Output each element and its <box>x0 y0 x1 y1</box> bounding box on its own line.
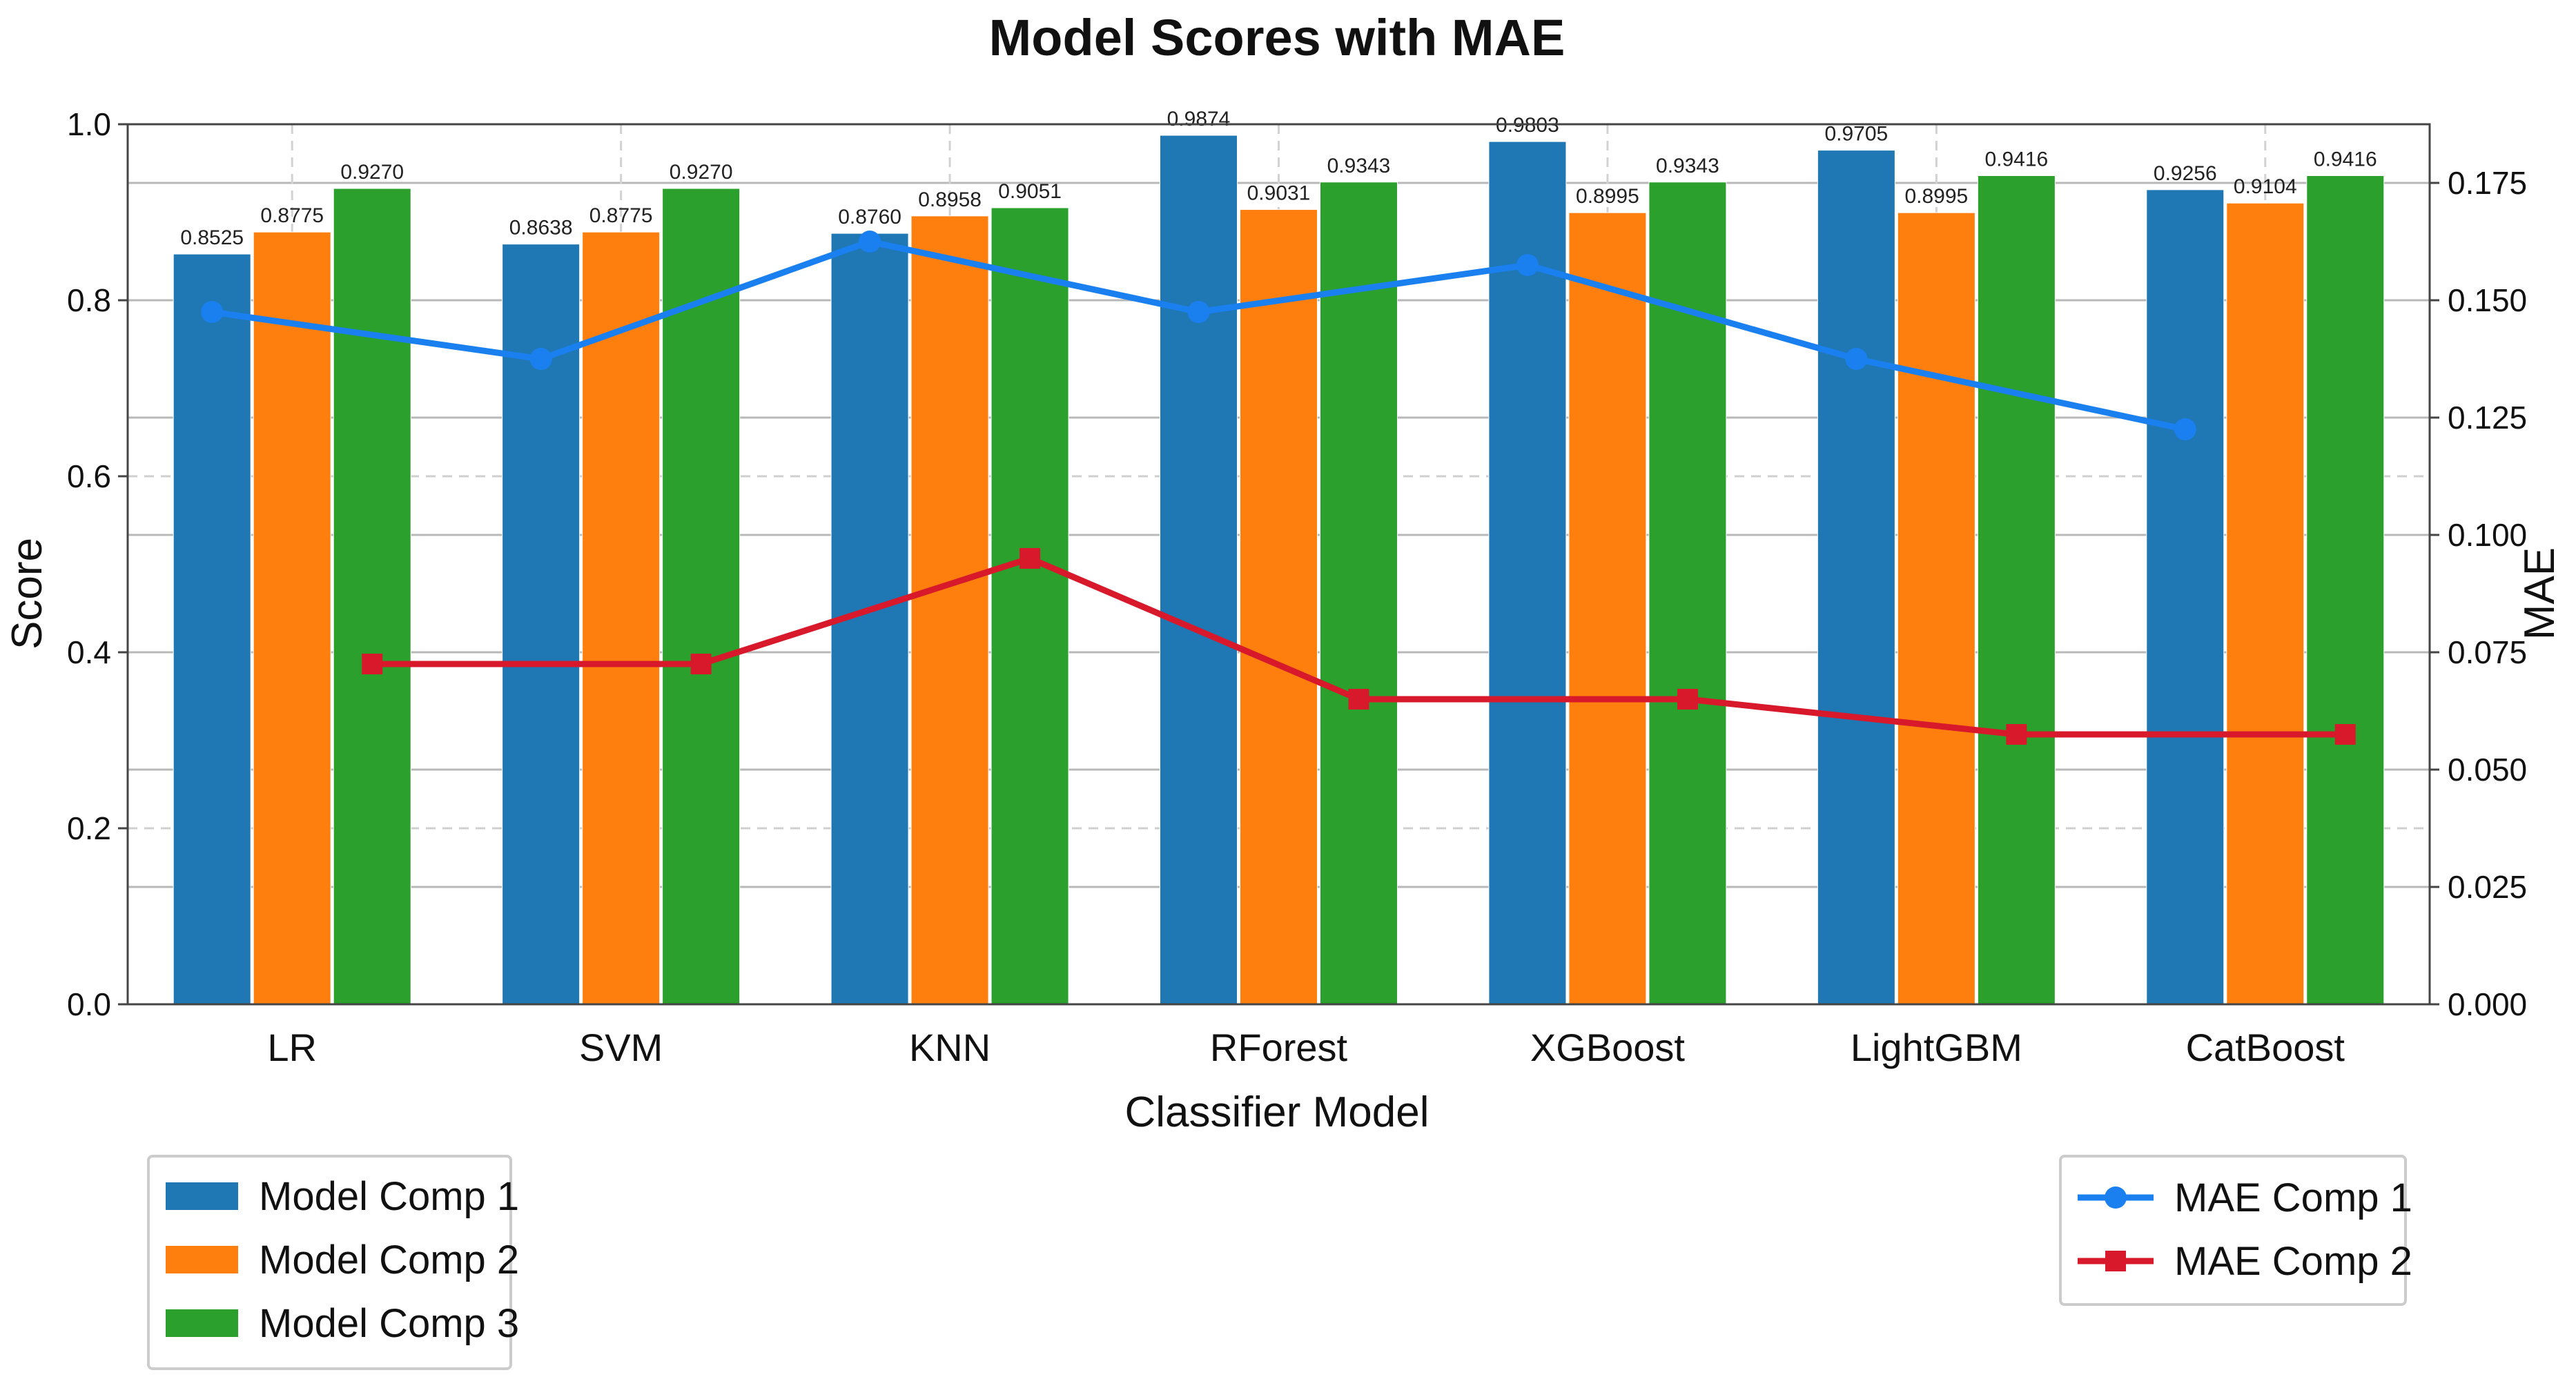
legend-bar-label: Model Comp 2 <box>259 1238 519 1282</box>
bar-value-label: 0.9104 <box>2234 175 2297 198</box>
bar <box>1568 212 1647 1005</box>
y2-tick-label: 0.150 <box>2448 282 2527 318</box>
y2-axis-label: MAE <box>2516 547 2564 640</box>
y-tick-label: 0.2 <box>67 810 111 846</box>
bar-value-label: 0.9416 <box>1984 148 2048 170</box>
chart-title: Model Scores with MAE <box>989 9 1565 66</box>
legend-line-label: MAE Comp 2 <box>2174 1239 2412 1284</box>
y2-tick-label: 0.025 <box>2448 869 2527 905</box>
x-tick-label: LR <box>267 1026 317 1069</box>
mae-point <box>2174 418 2196 440</box>
legend-lines-frame <box>2059 1155 2407 1306</box>
y-tick-label: 0.4 <box>67 634 111 670</box>
bar-value-label: 0.9270 <box>340 161 404 184</box>
bar-value-label: 0.8995 <box>1904 185 1968 208</box>
legend-line-label: MAE Comp 1 <box>2174 1175 2412 1220</box>
legend-lines: MAE Comp 1 MAE Comp 2 <box>2059 1155 2412 1306</box>
y-tick-label: 0.8 <box>67 282 111 318</box>
mae-point <box>2334 724 2356 745</box>
y2-tick-label: 0.075 <box>2448 634 2527 670</box>
x-tick-label: SVM <box>579 1026 663 1069</box>
bar-value-label: 0.9416 <box>2314 148 2377 170</box>
axes-layer: 0.0 0.2 0.4 0.6 0.8 1.0 0.000 0.025 0.050 0.075 0.… <box>67 106 2527 1069</box>
legend-bar-label: Model Comp 3 <box>259 1301 519 1346</box>
x-tick-label: LightGBM <box>1851 1026 2022 1069</box>
bar-value-label: 0.9256 <box>2154 162 2217 185</box>
bar <box>1320 182 1398 1005</box>
bar <box>2226 202 2305 1005</box>
bar <box>1240 209 1318 1005</box>
y-axis-label: Score <box>3 538 51 650</box>
bar-value-label: 0.8958 <box>918 188 982 211</box>
x-tick-label: XGBoost <box>1530 1026 1686 1069</box>
x-tick-label: KNN <box>909 1026 991 1069</box>
legend-bars: Model Comp 1 Model Comp 2 Model Comp 3 <box>147 1155 519 1370</box>
legend-line-marker <box>2105 1251 2126 1271</box>
bar-value-label: 0.9031 <box>1247 182 1311 205</box>
bar <box>662 188 741 1005</box>
bar <box>253 231 331 1005</box>
bar-value-label: 0.9343 <box>1656 155 1719 177</box>
mae-point <box>690 654 712 674</box>
bar <box>991 207 1069 1005</box>
legend-bar-swatch <box>166 1182 238 1210</box>
y-tick-label: 0.0 <box>67 986 111 1022</box>
y2-tick-label: 0.125 <box>2448 400 2527 436</box>
bar-value-label: 0.8525 <box>180 226 244 249</box>
bar-value-label: 0.8760 <box>838 206 901 228</box>
mae-point <box>2006 724 2027 745</box>
y2-tick-label: 0.000 <box>2448 986 2527 1022</box>
legend-bar-label: Model Comp 1 <box>259 1174 519 1219</box>
y2-tick-label: 0.050 <box>2448 752 2527 788</box>
legend-bar-swatch <box>166 1246 238 1273</box>
bar <box>173 253 251 1005</box>
bar <box>910 215 989 1005</box>
bars-layer: 0.8525 0.8638 0.8760 0.9874 0.9803 0.9705 0.92… <box>173 108 2385 1005</box>
bar <box>1488 141 1567 1005</box>
mae-point <box>1677 689 1698 710</box>
bar <box>1897 212 1975 1005</box>
mae-point <box>201 301 224 323</box>
bar <box>1817 150 1895 1005</box>
bar-value-label: 0.9803 <box>1496 114 1559 137</box>
bar <box>582 231 661 1005</box>
bar <box>1160 135 1238 1005</box>
y2-tick-label: 0.175 <box>2448 165 2527 201</box>
y2-tick-label: 0.100 <box>2448 517 2527 553</box>
y-tick-label: 1.0 <box>67 106 111 142</box>
bar <box>2306 175 2385 1005</box>
bar <box>1977 175 2056 1005</box>
x-tick-label: CatBoost <box>2186 1026 2345 1069</box>
bar-value-label: 0.9343 <box>1327 155 1391 177</box>
lines-layer <box>201 231 2356 745</box>
bar <box>333 188 411 1005</box>
bar-value-label: 0.8638 <box>509 217 573 240</box>
bar-value-label: 0.9270 <box>670 161 733 184</box>
bar-value-label: 0.9874 <box>1167 108 1231 130</box>
legend-line-marker <box>2105 1186 2127 1209</box>
bar-value-label: 0.8775 <box>260 204 324 227</box>
bar-value-label: 0.8995 <box>1576 185 1639 208</box>
mae-point <box>1187 301 1210 323</box>
bar-value-label: 0.8775 <box>589 204 653 227</box>
mae-point <box>1019 548 1041 569</box>
mae-point <box>1348 689 1369 710</box>
bar <box>502 244 580 1005</box>
mae-point <box>529 348 552 370</box>
bar-value-label: 0.9051 <box>998 180 1062 203</box>
bar <box>2146 189 2225 1005</box>
x-axis-label: Classifier Model <box>1124 1088 1429 1136</box>
y-tick-label: 0.6 <box>67 458 111 494</box>
mae-point <box>1845 348 1868 370</box>
mae-point <box>1516 254 1539 276</box>
x-tick-label: RForest <box>1210 1026 1348 1069</box>
legend-bars-frame <box>147 1155 512 1370</box>
bar-value-label: 0.9705 <box>1824 123 1888 146</box>
mae-point <box>362 654 383 674</box>
plot-frame <box>126 123 2431 1006</box>
mae-point <box>859 231 881 253</box>
legend-bar-swatch <box>166 1309 238 1337</box>
